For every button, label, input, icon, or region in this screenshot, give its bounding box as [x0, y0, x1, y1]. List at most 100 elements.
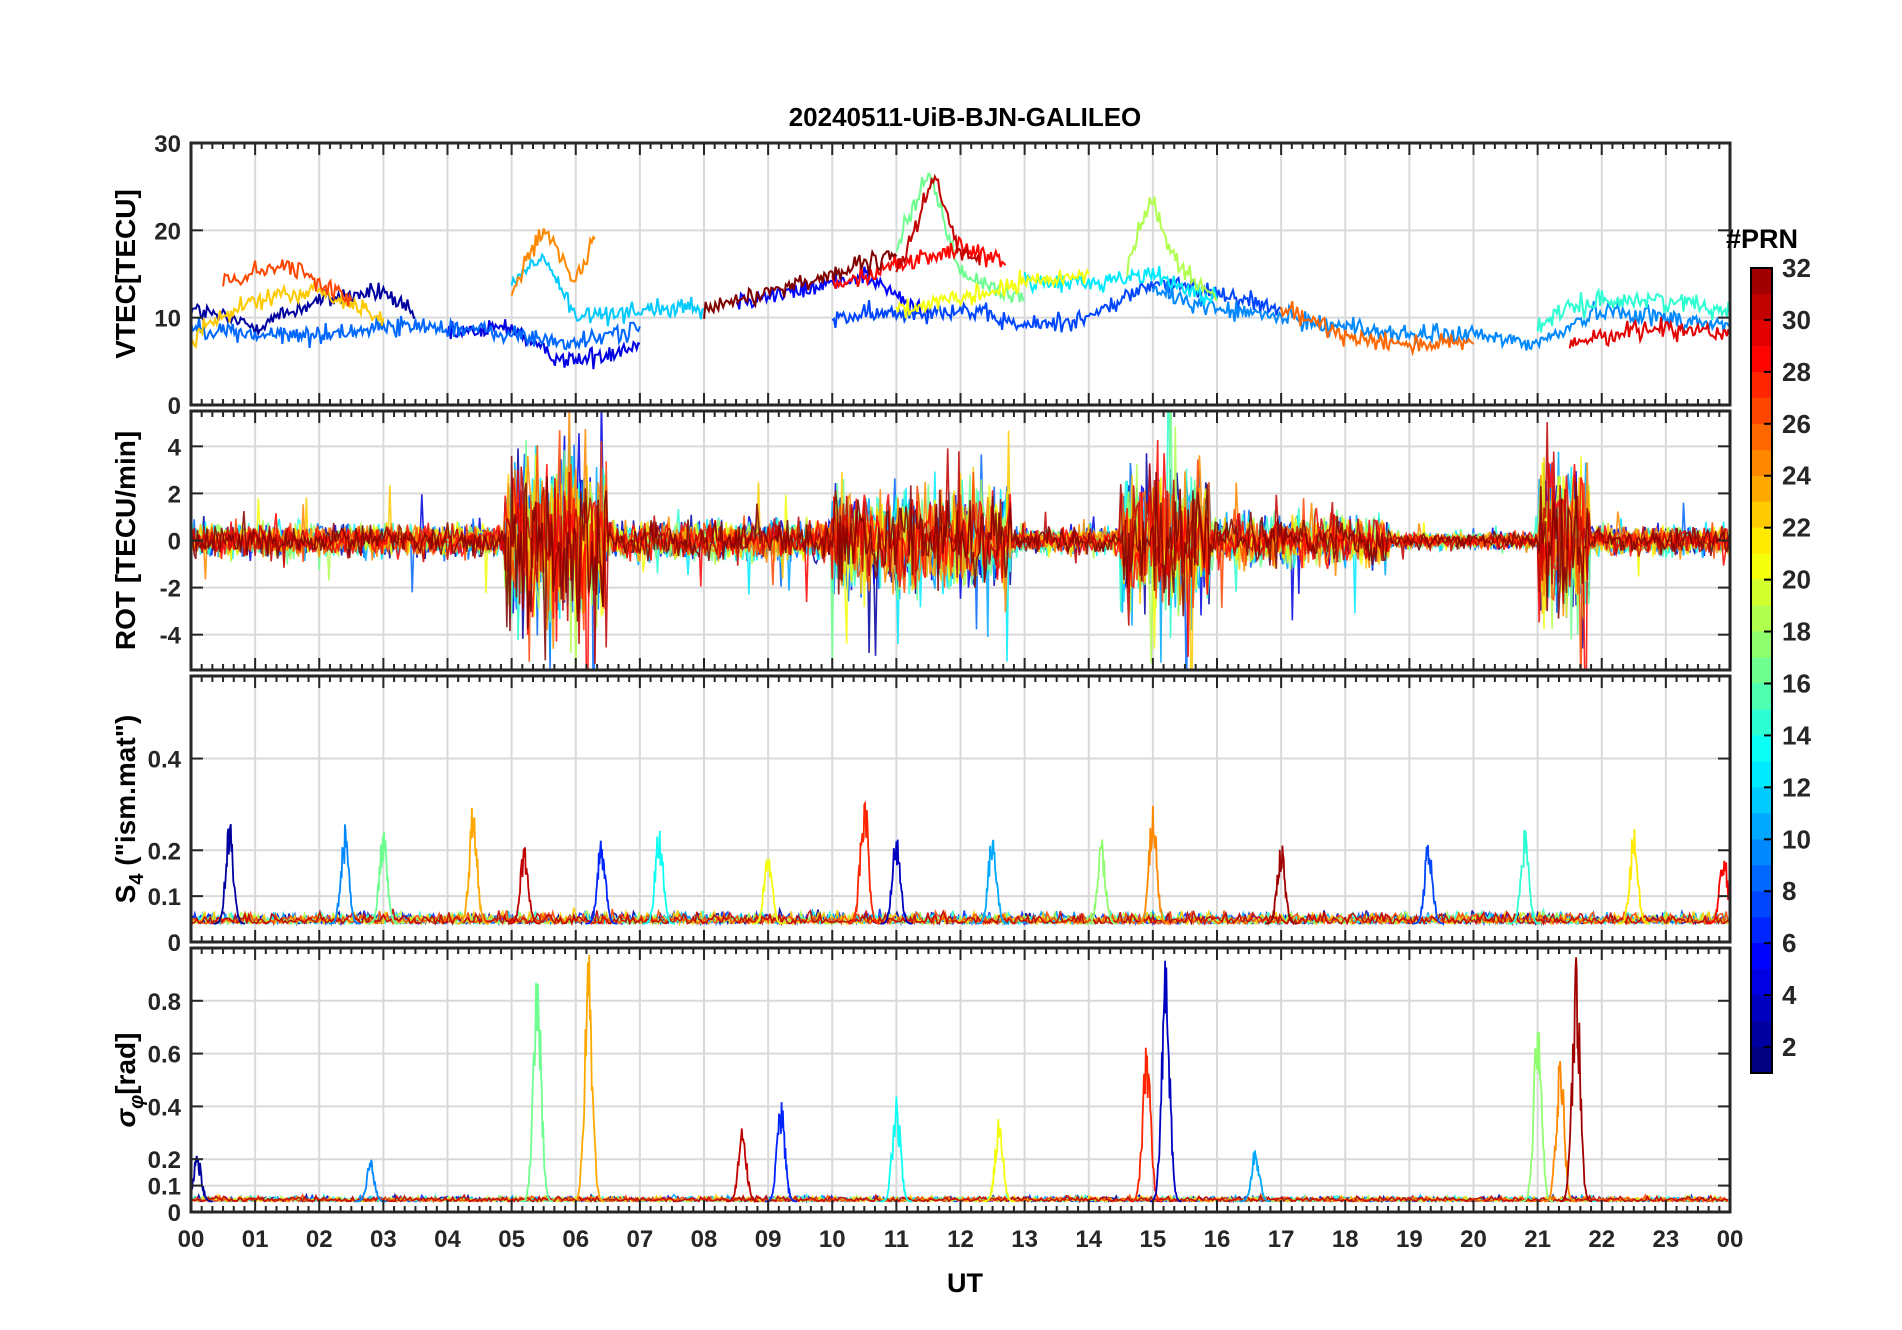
x-tick-label: 11	[884, 1226, 909, 1253]
colorbar-tick-label: 26	[1782, 409, 1811, 439]
y-tick-label-rot: 0	[168, 529, 181, 556]
vtec-line-prn-12	[1023, 265, 1218, 306]
s4-peak	[1412, 844, 1444, 925]
x-tick-label: 07	[627, 1226, 654, 1253]
y-tick-label-rot: -2	[160, 576, 181, 603]
s4-peak	[880, 839, 913, 925]
colorbar-tick-label: 12	[1782, 772, 1811, 802]
colorbar-tick-label: 14	[1782, 720, 1811, 750]
vtec-line-prn-9	[1151, 281, 1730, 351]
x-tick-label: 15	[1140, 1226, 1167, 1253]
panel-sigma_phi: 00.10.2 0.4 0.6 0.8σφ[rad]	[110, 946, 1732, 1227]
s4-baseline-prn-30	[191, 908, 1729, 927]
vtec-line-prn-26	[222, 259, 353, 307]
x-axis-label: UT	[947, 1268, 983, 1298]
y-tick-label-vtec: 20	[154, 218, 181, 245]
y-tick-label-s4: 0.2	[148, 838, 181, 865]
s4-peak	[1085, 839, 1118, 925]
y-axis-label-vtec: VTEC[TECU]	[110, 189, 141, 359]
x-tick-label: 16	[1204, 1226, 1231, 1253]
x-tick-label: 10	[819, 1226, 846, 1253]
s4-peak	[1508, 829, 1541, 925]
x-tick-label: 05	[498, 1226, 525, 1253]
s4-peak	[508, 847, 541, 925]
x-tick-label: 00	[178, 1226, 205, 1253]
colorbar-tick-label: 30	[1782, 305, 1811, 335]
s4-peak	[585, 840, 618, 925]
y-axis-label-s4: S4 ("ism.mat")	[110, 715, 148, 904]
vtec-line-prn-32	[703, 248, 898, 319]
colorbar-tick-label: 6	[1782, 928, 1796, 958]
y-tick-label-rot: 2	[168, 481, 181, 508]
x-tick-label: 23	[1653, 1226, 1680, 1253]
y-tick-label-rot: -4	[160, 623, 182, 650]
s4-peak	[457, 807, 490, 925]
s4-peak	[976, 839, 1009, 925]
colorbar-tick-label: 20	[1782, 565, 1811, 595]
rot-line-prn-32	[191, 455, 1730, 661]
s4-peak	[643, 830, 676, 925]
sigma_phi-peak	[1560, 957, 1592, 1203]
vtec-line-prn-24	[510, 228, 596, 297]
series-sigma_phi	[191, 954, 1729, 1204]
colorbar-tick-label: 28	[1782, 357, 1811, 387]
x-tick-label: 06	[562, 1226, 589, 1253]
x-tick-label: 21	[1524, 1226, 1551, 1253]
sigma_phi-peak	[1239, 1150, 1271, 1203]
minor-ticks-vtec	[190, 143, 1731, 405]
s4-peak	[1707, 860, 1730, 925]
vtec-line-prn-16	[895, 172, 1025, 304]
colorbar-tick-label: 2	[1782, 1032, 1796, 1062]
vtec-line-prn-29	[1568, 316, 1730, 349]
x-tick-label: 19	[1396, 1226, 1423, 1253]
y-tick-label-sigma_phi: 0.8	[148, 989, 181, 1016]
y-tick-label-sigma_phi: 0.2	[148, 1147, 181, 1174]
x-tick-label: 01	[242, 1226, 269, 1253]
sigma_phi-peak	[1130, 1047, 1163, 1203]
series-vtec	[191, 172, 1730, 370]
vtec-line-prn-30	[895, 173, 981, 273]
y-tick-label-sigma_phi: 0	[168, 1200, 181, 1227]
panel-rot: -4 -2 0 2 4 ROT [TECU/min]	[110, 409, 1732, 672]
x-tick-label: 04	[434, 1226, 461, 1253]
series-s4	[191, 800, 1730, 927]
colorbar-tick-label: 32	[1782, 253, 1811, 283]
y-tick-label-vtec: 0	[168, 393, 181, 420]
y-axis-label-sigma_phi: σφ[rad]	[110, 1033, 148, 1128]
x-tick-label: 13	[1011, 1226, 1038, 1253]
s4-peak	[1136, 805, 1169, 925]
s4-peak	[752, 857, 785, 925]
sigma_phi-peak	[726, 1128, 759, 1203]
x-tick-label: 22	[1588, 1226, 1615, 1253]
y-tick-label-vtec: 30	[154, 131, 181, 158]
colorbar-title: #PRN	[1726, 224, 1798, 254]
sigma_phi-peak	[982, 1119, 1015, 1203]
x-tick-label: 12	[947, 1226, 974, 1253]
sigma_phi-peak	[572, 954, 605, 1203]
colorbar-tick-label: 8	[1782, 876, 1796, 906]
vtec-line-prn-5	[735, 266, 930, 320]
x-tick-label: 03	[370, 1226, 397, 1253]
colorbar-tick-label: 10	[1782, 824, 1811, 854]
grid-s4	[191, 676, 1730, 942]
x-tick-label: 02	[306, 1226, 333, 1253]
colorbar-tick-label: 24	[1782, 461, 1811, 491]
colorbar-gradient	[1750, 267, 1773, 1074]
s4-peak	[1617, 828, 1650, 925]
vtec-line-prn-14	[1536, 286, 1730, 333]
minor-ticks-s4	[190, 676, 1731, 942]
sigma_phi-peak	[1149, 960, 1182, 1203]
x-tick-labels: 00 01 02 03 04 05 06 07 08 09 10 11 12 13 14 15 16 17 18 19…	[178, 1226, 1744, 1253]
sigma_phi-peak	[764, 1102, 797, 1203]
colorbar-tick-label: 4	[1782, 980, 1797, 1010]
y-tick-label-sigma_phi: 0.6	[148, 1042, 181, 1069]
sigma_phi-peak	[521, 982, 554, 1203]
x-tick-label: 18	[1332, 1226, 1359, 1253]
vtec-line-prn-20	[895, 267, 1090, 319]
panel-s4: 0 0.1 0.2 0.4S4 ("ism.mat")	[110, 674, 1732, 957]
vtec-line-prn-18	[1126, 196, 1218, 302]
vtec-line-prn-25	[1280, 300, 1475, 357]
